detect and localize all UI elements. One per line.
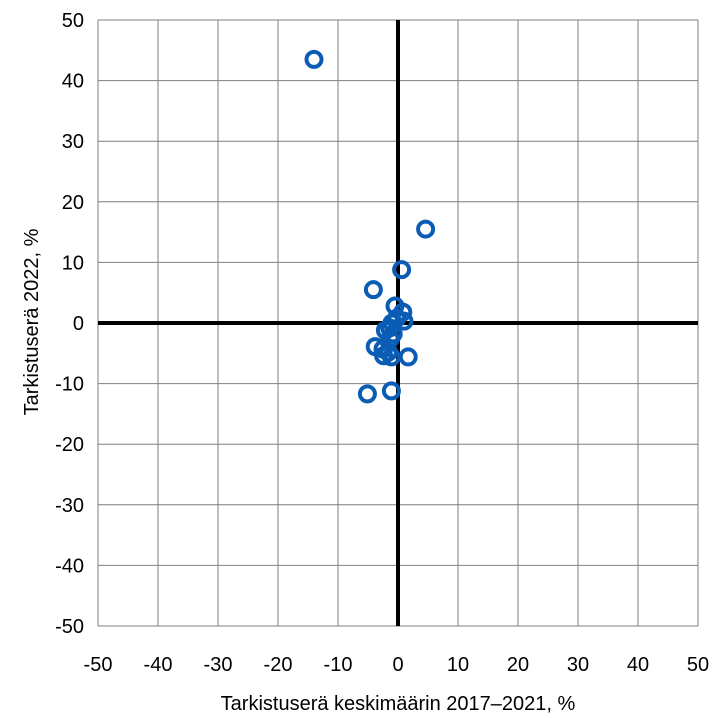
y-tick-label: 20	[62, 192, 84, 214]
x-tick-label: -50	[84, 654, 113, 676]
y-axis-title: Tarkistuserä 2022, %	[21, 228, 43, 415]
data-points	[304, 49, 436, 404]
y-tick-label: 30	[62, 131, 84, 153]
y-tick-label: -20	[55, 434, 84, 456]
data-point	[381, 381, 401, 401]
x-tick-labels: -50 -40 -30 -20 -10 0 10 20 30 40 50	[84, 654, 710, 676]
data-point	[392, 260, 412, 280]
y-tick-label: -50	[55, 616, 84, 638]
x-tick-label: 0	[392, 654, 403, 676]
x-tick-label: -30	[204, 654, 233, 676]
y-tick-label: 10	[62, 252, 84, 274]
x-tick-label: -20	[264, 654, 293, 676]
data-point	[374, 346, 394, 366]
x-tick-label: 40	[627, 654, 649, 676]
x-tick-label: -40	[144, 654, 173, 676]
data-point	[363, 280, 383, 300]
x-axis-title: Tarkistuserä keskimäärin 2017–2021, %	[221, 693, 576, 715]
x-tick-label: -10	[324, 654, 353, 676]
y-tick-labels: 50 40 30 20 10 0 -10 -20 -30 -40 -50	[55, 10, 84, 638]
data-point	[394, 311, 414, 331]
x-tick-label: 30	[567, 654, 589, 676]
x-tick-label: 10	[447, 654, 469, 676]
data-point	[357, 384, 377, 404]
y-tick-label: -10	[55, 374, 84, 396]
y-tick-label: 0	[73, 313, 84, 335]
x-tick-label: 20	[507, 654, 529, 676]
y-tick-label: 50	[62, 10, 84, 32]
data-point	[398, 347, 418, 367]
x-tick-label: 50	[687, 654, 709, 676]
y-tick-label: -30	[55, 495, 84, 517]
y-tick-label: -40	[55, 555, 84, 577]
y-tick-label: 40	[62, 71, 84, 93]
data-point	[304, 49, 324, 69]
data-point	[416, 219, 436, 239]
